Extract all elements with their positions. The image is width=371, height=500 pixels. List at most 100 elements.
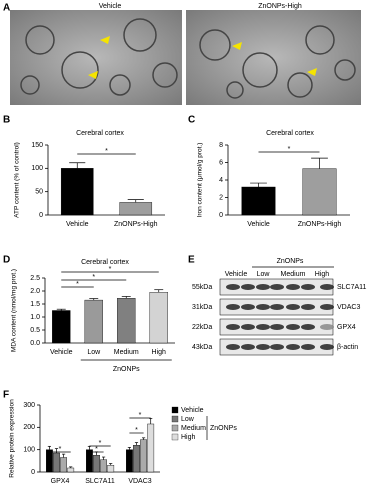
bar	[93, 455, 100, 473]
bar	[85, 449, 93, 473]
legend-swatch	[171, 415, 179, 423]
y-axis-label: MDA content (nmol/mg prot.)	[11, 269, 18, 352]
image-title: ZnONPs-High	[258, 3, 302, 10]
legend-label: Vehicle	[181, 407, 204, 414]
significance-star: *	[109, 266, 112, 273]
blot-band	[301, 344, 315, 350]
error-bar	[154, 289, 164, 293]
significance-star: *	[92, 274, 95, 281]
y-axis-label: Iron content (μmol/g prot.)	[197, 143, 204, 218]
x-tick-label: Low	[87, 349, 101, 356]
error-bar	[56, 308, 66, 311]
y-tick-label: 50	[35, 189, 43, 196]
protein-label: SLC7A11	[337, 284, 367, 291]
y-tick-label: 4	[219, 177, 223, 184]
x-tick-label: High	[152, 349, 167, 356]
error-bar	[121, 296, 131, 299]
lane-label: Vehicle	[225, 271, 248, 278]
lane-label: High	[315, 271, 330, 278]
y-tick-label: 1.0	[30, 314, 40, 321]
legend-swatch	[171, 433, 179, 441]
bar	[107, 465, 115, 473]
blot-band	[226, 324, 240, 330]
significance-star: *	[76, 281, 79, 288]
error-bar	[134, 442, 139, 446]
bar	[241, 186, 276, 216]
error-bar	[109, 463, 113, 466]
y-tick-label: 0	[31, 469, 35, 476]
y-tick-label: 150	[31, 142, 43, 149]
lane-label: Low	[257, 271, 271, 278]
x-tick-label: ZnONPs-High	[298, 221, 342, 228]
blot-band	[270, 284, 284, 290]
significance-star: *	[139, 412, 142, 419]
panel-label: B	[3, 115, 10, 126]
blot-band	[320, 324, 334, 330]
image-title: Vehicle	[99, 3, 122, 10]
bar	[67, 467, 75, 473]
panel-e: E ZnONPs Vehicle Low Medium High 55kDa SLC7A1…	[188, 255, 367, 356]
error-bar	[89, 298, 99, 301]
blot-band	[226, 284, 240, 290]
significance-star: *	[99, 440, 102, 447]
y-tick-label: 2.0	[30, 288, 40, 295]
group-label: ZnONPs	[113, 366, 140, 373]
error-bar	[62, 453, 66, 458]
group-label: ZnONPs	[277, 258, 304, 265]
significance-star: *	[59, 446, 62, 453]
bar	[125, 449, 133, 473]
blot-band	[301, 304, 315, 310]
blot-band	[270, 304, 284, 310]
bar	[149, 292, 168, 344]
bar	[53, 452, 60, 473]
bar	[119, 202, 153, 216]
legend-label: Low	[181, 416, 195, 423]
y-tick-label: 1.5	[30, 301, 40, 308]
chart-title: Cerebral cortex	[81, 259, 129, 266]
blot-band	[320, 344, 334, 350]
bar	[302, 168, 337, 216]
x-tick-label: GPX4	[51, 478, 70, 485]
blot-band	[241, 304, 255, 310]
error-bar	[311, 157, 328, 169]
significance-star: *	[95, 446, 98, 453]
molecular-weight: 31kDa	[192, 304, 212, 311]
y-tick-label: 0	[219, 212, 223, 219]
panel-a: A Vehicle ZnONPs-High	[3, 3, 361, 105]
y-tick-label: 100	[31, 165, 43, 172]
x-tick-label: Vehicle	[247, 221, 270, 228]
blot-band	[226, 304, 240, 310]
legend-label: High	[181, 434, 196, 441]
x-tick-label: SLC7A11	[85, 478, 115, 485]
panel-label: D	[3, 255, 10, 266]
bar	[60, 457, 68, 473]
x-tick-label: Vehicle	[66, 221, 89, 228]
y-axis-label: Relative protein expression	[9, 399, 16, 478]
blot-band	[286, 344, 300, 350]
blot-band	[241, 344, 255, 350]
y-axis-label: ATP content (% of control)	[14, 142, 21, 218]
protein-label: VDAC3	[337, 304, 360, 311]
y-tick-label: 6	[219, 159, 223, 166]
blot-band	[256, 324, 270, 330]
y-tick-label: 8	[219, 142, 223, 149]
bar	[117, 298, 136, 344]
error-bar	[69, 466, 73, 468]
blot-band	[241, 324, 255, 330]
y-tick-label: 0	[39, 212, 43, 219]
y-tick-label: 0.0	[30, 340, 40, 347]
y-tick-label: 100	[23, 447, 35, 454]
micrograph-texture	[20, 18, 356, 99]
significance-star: *	[135, 427, 138, 434]
error-bar	[250, 182, 267, 187]
bar	[60, 168, 94, 216]
panel-label: F	[3, 390, 9, 401]
bar	[147, 423, 155, 473]
blot-band	[286, 304, 300, 310]
y-tick-label: 2.5	[30, 275, 40, 282]
blot-band	[286, 284, 300, 290]
x-tick-label: VDAC3	[128, 478, 151, 485]
chart-title: Cerebral cortex	[266, 130, 314, 137]
y-tick-label: 0.5	[30, 327, 40, 334]
